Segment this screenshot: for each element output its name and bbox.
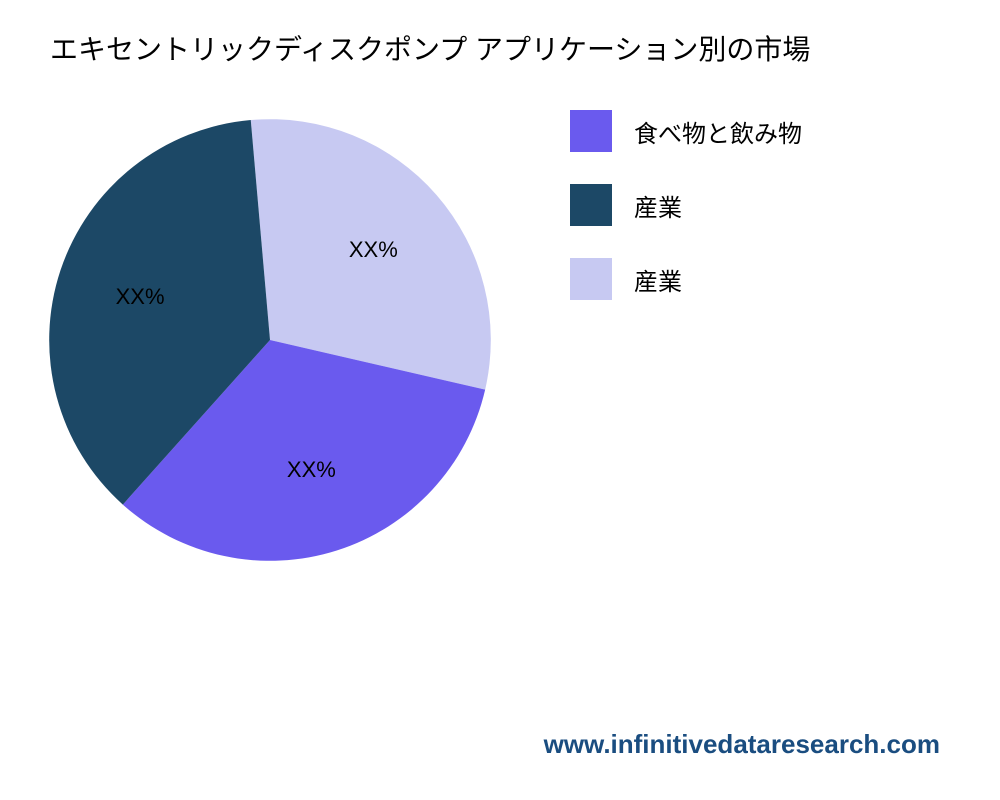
pie-slice-label: XX% — [287, 457, 336, 483]
legend-item: 産業 — [570, 258, 802, 300]
chart-title: エキセントリックディスクポンプ アプリケーション別の市場 — [50, 28, 810, 68]
pie-chart: XX% XX% XX% — [40, 110, 500, 570]
legend-label: 産業 — [634, 262, 682, 297]
legend-swatch — [570, 184, 612, 226]
legend-item: 食べ物と飲み物 — [570, 110, 802, 152]
footer-url: www.infinitivedataresearch.com — [544, 729, 940, 760]
legend-item: 産業 — [570, 184, 802, 226]
legend: 食べ物と飲み物産業産業 — [570, 110, 802, 332]
pie-slice-label: XX% — [349, 237, 398, 263]
legend-swatch — [570, 258, 612, 300]
legend-label: 食べ物と飲み物 — [634, 114, 802, 149]
pie-svg — [40, 110, 500, 570]
legend-swatch — [570, 110, 612, 152]
pie-slice-label: XX% — [116, 284, 165, 310]
legend-label: 産業 — [634, 188, 682, 223]
